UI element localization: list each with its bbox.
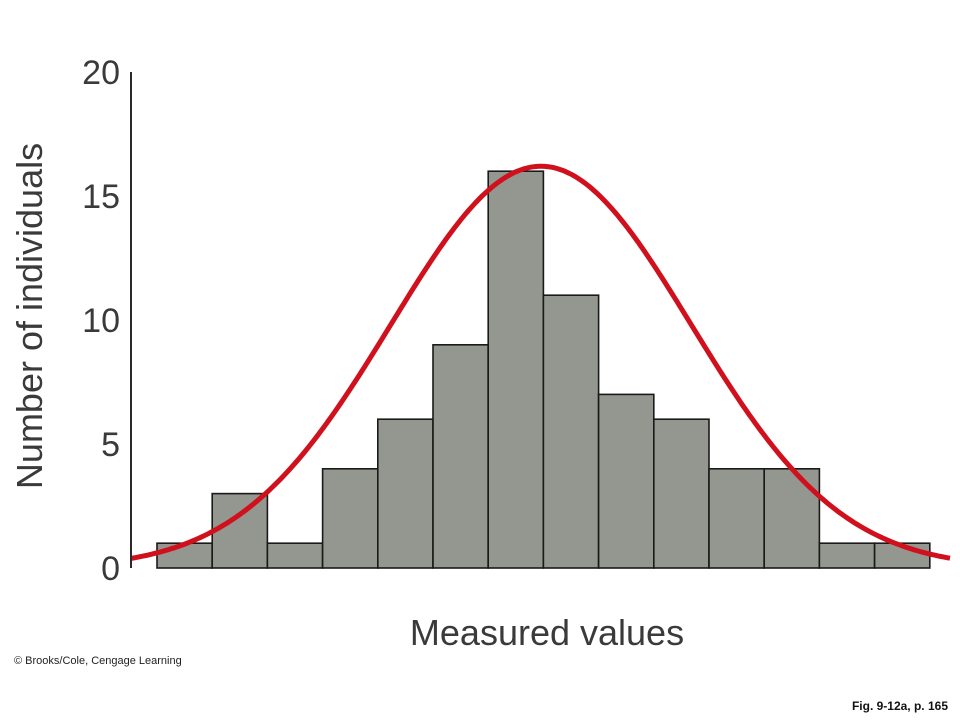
copyright-credit: © Brooks/Cole, Cengage Learning (14, 655, 182, 667)
bar-7 (487, 170, 545, 569)
y-tick-label: 10 (82, 302, 120, 340)
bar-2 (211, 492, 269, 569)
bar-9 (597, 393, 655, 569)
bar-6 (432, 343, 490, 569)
y-tick-labels: 0 5 10 15 20 (82, 54, 120, 588)
bars (156, 170, 931, 569)
bar-5 (376, 418, 434, 569)
y-tick-label: 5 (101, 426, 120, 464)
bar-4 (321, 467, 379, 569)
bar-11 (708, 467, 766, 569)
normal-curve (130, 163, 951, 561)
bar-3 (266, 542, 324, 569)
y-tick-label: 15 (82, 178, 120, 216)
y-axis-title: Number of individuals (9, 143, 50, 489)
histogram-chart: 0 5 10 15 20 Number of individuals Measured … (9, 54, 951, 650)
y-tick-label: 0 (101, 550, 120, 588)
bar-1 (156, 542, 214, 569)
figure-reference: Fig. 9-12a, p. 165 (851, 699, 948, 713)
bar-8 (542, 294, 600, 569)
y-tick-label: 20 (82, 54, 120, 92)
x-axis-title: Measured values (410, 612, 684, 650)
bar-12 (763, 467, 821, 569)
bar-13 (818, 542, 876, 569)
bar-10 (652, 418, 710, 569)
